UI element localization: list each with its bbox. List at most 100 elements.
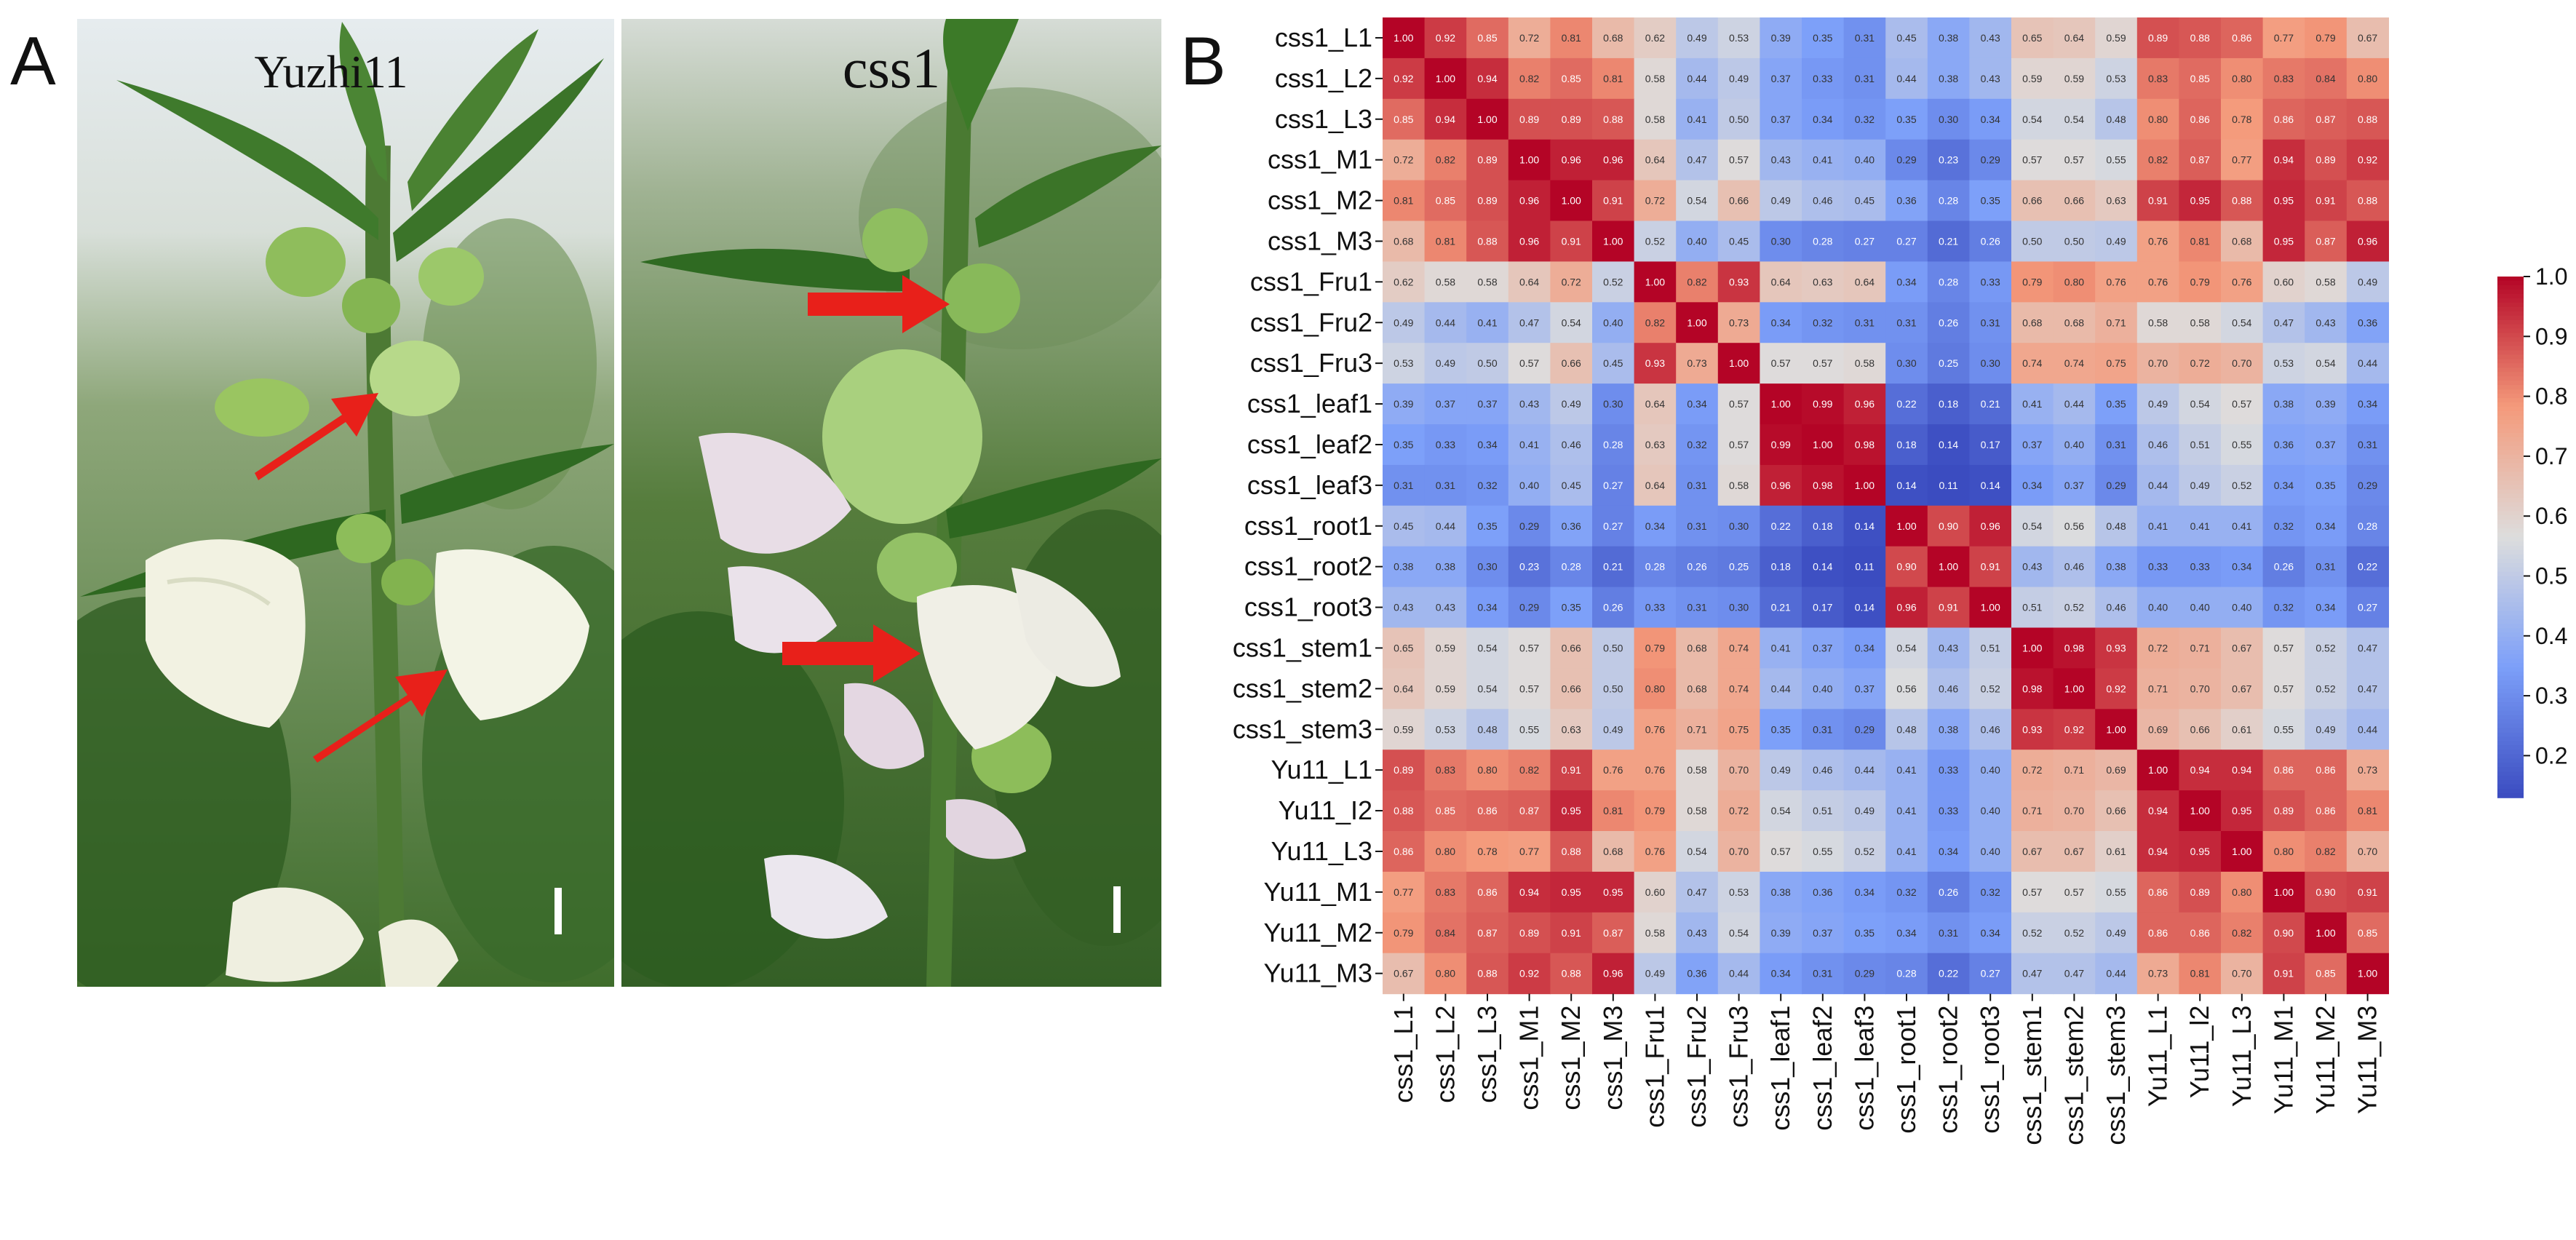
heatmap-cell-value: 0.87 (2315, 114, 2335, 125)
heatmap-cell-value: 0.63 (1645, 439, 1665, 450)
colorbar-segment (2497, 684, 2524, 690)
heatmap-cell-value: 0.82 (1436, 154, 1455, 166)
heatmap-cell (1927, 57, 1970, 100)
heatmap-cell (1676, 750, 1719, 791)
heatmap-cell (1802, 750, 1845, 791)
heatmap-cell (2011, 220, 2054, 262)
colorbar-segment (2497, 437, 2524, 442)
heatmap-cell (1592, 790, 1635, 832)
heatmap-cell (1927, 139, 1970, 181)
heatmap-cell (1383, 668, 1426, 710)
heatmap-cell (2221, 383, 2264, 425)
heatmap-cell (1676, 953, 1719, 995)
heatmap-cell (1885, 424, 1928, 466)
heatmap-cell (2136, 668, 2179, 710)
heatmap-cell (1466, 98, 1509, 140)
colorbar-segment (2497, 354, 2524, 360)
heatmap-cell (2262, 57, 2305, 100)
heatmap-cell (2011, 790, 2054, 832)
heatmap-cell (1383, 912, 1426, 954)
heatmap-cell (2179, 343, 2222, 384)
heatmap-cell (2095, 912, 2138, 954)
heatmap-cell-value: 0.27 (1896, 235, 1916, 247)
heatmap-cell (1634, 261, 1677, 303)
colorbar-segment (2497, 376, 2524, 381)
heatmap-cell-value: 0.71 (2148, 683, 2168, 694)
heatmap-cell-value: 0.18 (1896, 439, 1916, 450)
heatmap-cell (1927, 668, 1970, 710)
heatmap-cell-value: 0.68 (1687, 642, 1706, 653)
heatmap-cell (2053, 464, 2096, 506)
heatmap-cell-value: 0.52 (1603, 276, 1623, 287)
heatmap-cell-value: 0.37 (1771, 73, 1791, 84)
heatmap-cell (2179, 424, 2222, 466)
heatmap-cell-value: 0.28 (1896, 968, 1916, 979)
heatmap-cell (1508, 98, 1551, 140)
heatmap-cell (1550, 505, 1593, 547)
heatmap-cell (2305, 302, 2348, 343)
heatmap-cell-value: 0.95 (1562, 886, 1581, 898)
heatmap-cell-value: 0.93 (1729, 276, 1749, 287)
heatmap-cell (1383, 627, 1426, 669)
heatmap-cell (1508, 57, 1551, 100)
heatmap-cell-value: 0.89 (2190, 886, 2210, 898)
heatmap-cell-value: 0.43 (1771, 154, 1791, 166)
heatmap-cell-value: 0.53 (2274, 357, 2294, 369)
heatmap-cell-value: 0.34 (1981, 927, 2000, 939)
colorbar-segment (2497, 428, 2524, 434)
heatmap-cell (2221, 831, 2264, 873)
heatmap-cell (1676, 668, 1719, 710)
heatmap-cell-value: 0.33 (1939, 805, 1958, 816)
heatmap-cell (1634, 302, 1677, 343)
heatmap-cell (1969, 17, 2012, 59)
heatmap-cell (2262, 180, 2305, 222)
heatmap-cell-value: 0.49 (2106, 235, 2126, 247)
heatmap-cell (2262, 790, 2305, 832)
heatmap-cell-value: 0.82 (2148, 154, 2168, 166)
heatmap-cell-value: 0.98 (2064, 642, 2084, 653)
heatmap-cell-value: 0.71 (2022, 805, 2042, 816)
heatmap-cell-value: 0.76 (2106, 276, 2126, 287)
heatmap-cell-value: 0.21 (1939, 235, 1958, 247)
colorbar-segment (2497, 754, 2524, 760)
heatmap-cell-value: 0.94 (1519, 886, 1539, 898)
heatmap-cell-value: 0.58 (1687, 805, 1706, 816)
colorbar-segment (2497, 706, 2524, 712)
heatmap-cell (1802, 17, 1845, 59)
heatmap-cell-value: 0.18 (1771, 561, 1791, 573)
row-label: css1_leaf3 (1247, 470, 1372, 500)
heatmap-cell (2095, 505, 2138, 547)
colorbar-segment (2497, 710, 2524, 716)
heatmap-cell (1802, 261, 1845, 303)
colorbar-segment (2497, 458, 2524, 464)
heatmap-cell-value: 0.38 (2106, 561, 2126, 573)
heatmap-cell (2053, 750, 2096, 791)
colorbar-segment (2497, 493, 2524, 499)
heatmap-cell (2053, 871, 2096, 913)
heatmap-cell-value: 0.70 (2064, 805, 2084, 816)
heatmap-cell-value: 0.51 (2190, 439, 2210, 450)
heatmap-cell-value: 0.44 (1896, 73, 1916, 84)
heatmap-cell (1466, 831, 1509, 873)
heatmap-cell (1383, 98, 1426, 140)
heatmap-cell (1550, 17, 1593, 59)
colorbar-tick-label: 0.9 (2535, 323, 2567, 349)
column-label: css1_L3 (1472, 1006, 1502, 1103)
heatmap-cell-value: 0.43 (2315, 317, 2335, 328)
heatmap-column-labels: css1_L1 css1_L2 css1_L3 css1_M1 css1_M2 css1_… (1388, 993, 2382, 1145)
heatmap-cell (2053, 546, 2096, 588)
heatmap-cell-value: 0.63 (1562, 723, 1581, 735)
colorbar-segment (2497, 537, 2524, 542)
heatmap-cell-value: 0.33 (1939, 764, 1958, 776)
heatmap-cell (2179, 139, 2222, 181)
heatmap-cell-value: 0.86 (1394, 846, 1413, 857)
heatmap-cell (1508, 464, 1551, 506)
heatmap-cell-value: 0.94 (2274, 154, 2294, 166)
heatmap-cell (1383, 261, 1426, 303)
heatmap-cell (2053, 627, 2096, 669)
heatmap-cell-value: 0.33 (1981, 276, 2000, 287)
heatmap-cell-value: 0.57 (2064, 886, 2084, 898)
heatmap-cell (1466, 343, 1509, 384)
heatmap-cell-value: 0.53 (1436, 723, 1455, 735)
heatmap-cell-value: 0.52 (2232, 480, 2251, 491)
